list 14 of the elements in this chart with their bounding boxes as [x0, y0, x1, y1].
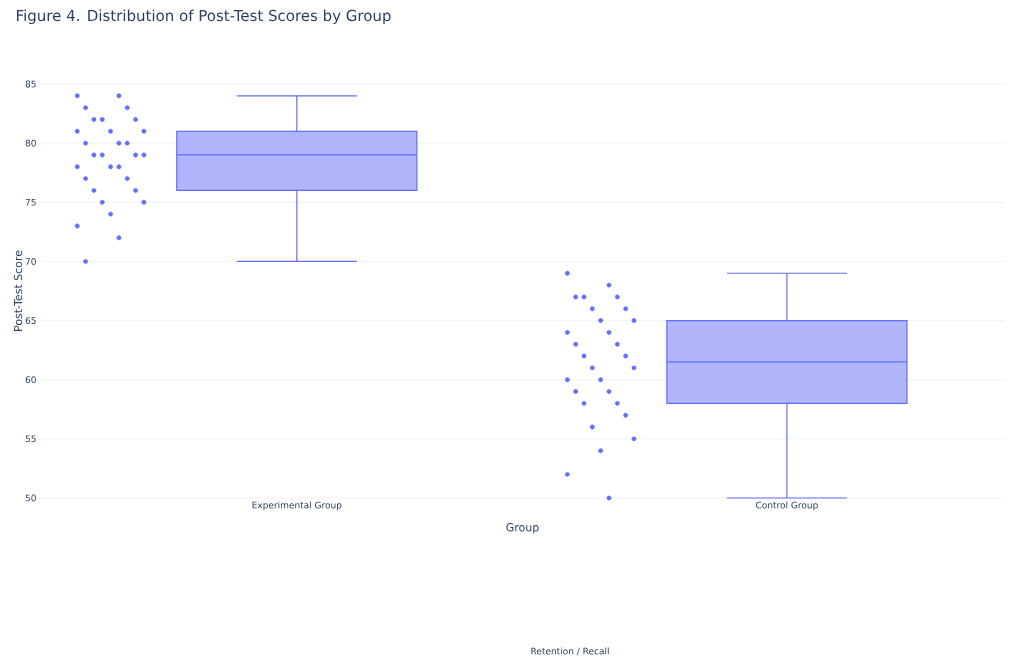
y-tick-label: 80: [25, 139, 36, 147]
y-tick-label: 65: [25, 317, 36, 324]
y-tick-label: 50: [25, 494, 36, 502]
y-tick-label: 60: [25, 376, 36, 384]
y-axis-title: Post-Test Score: [13, 250, 23, 331]
x-tick-label: Experimental Group: [252, 501, 342, 511]
y-tick-label: 55: [25, 435, 36, 443]
y-tick-label: 75: [25, 198, 36, 206]
y-tick-label: 70: [25, 258, 36, 265]
x-tick-label: Control Group: [756, 501, 818, 511]
chart-title: Figure 4. Distribution of Post-Test Scores by Group: [17, 9, 391, 25]
x-axis-title: Group: [506, 523, 539, 534]
y-tick-label: 85: [25, 80, 36, 88]
text: Retention / Recall: [531, 647, 609, 656]
